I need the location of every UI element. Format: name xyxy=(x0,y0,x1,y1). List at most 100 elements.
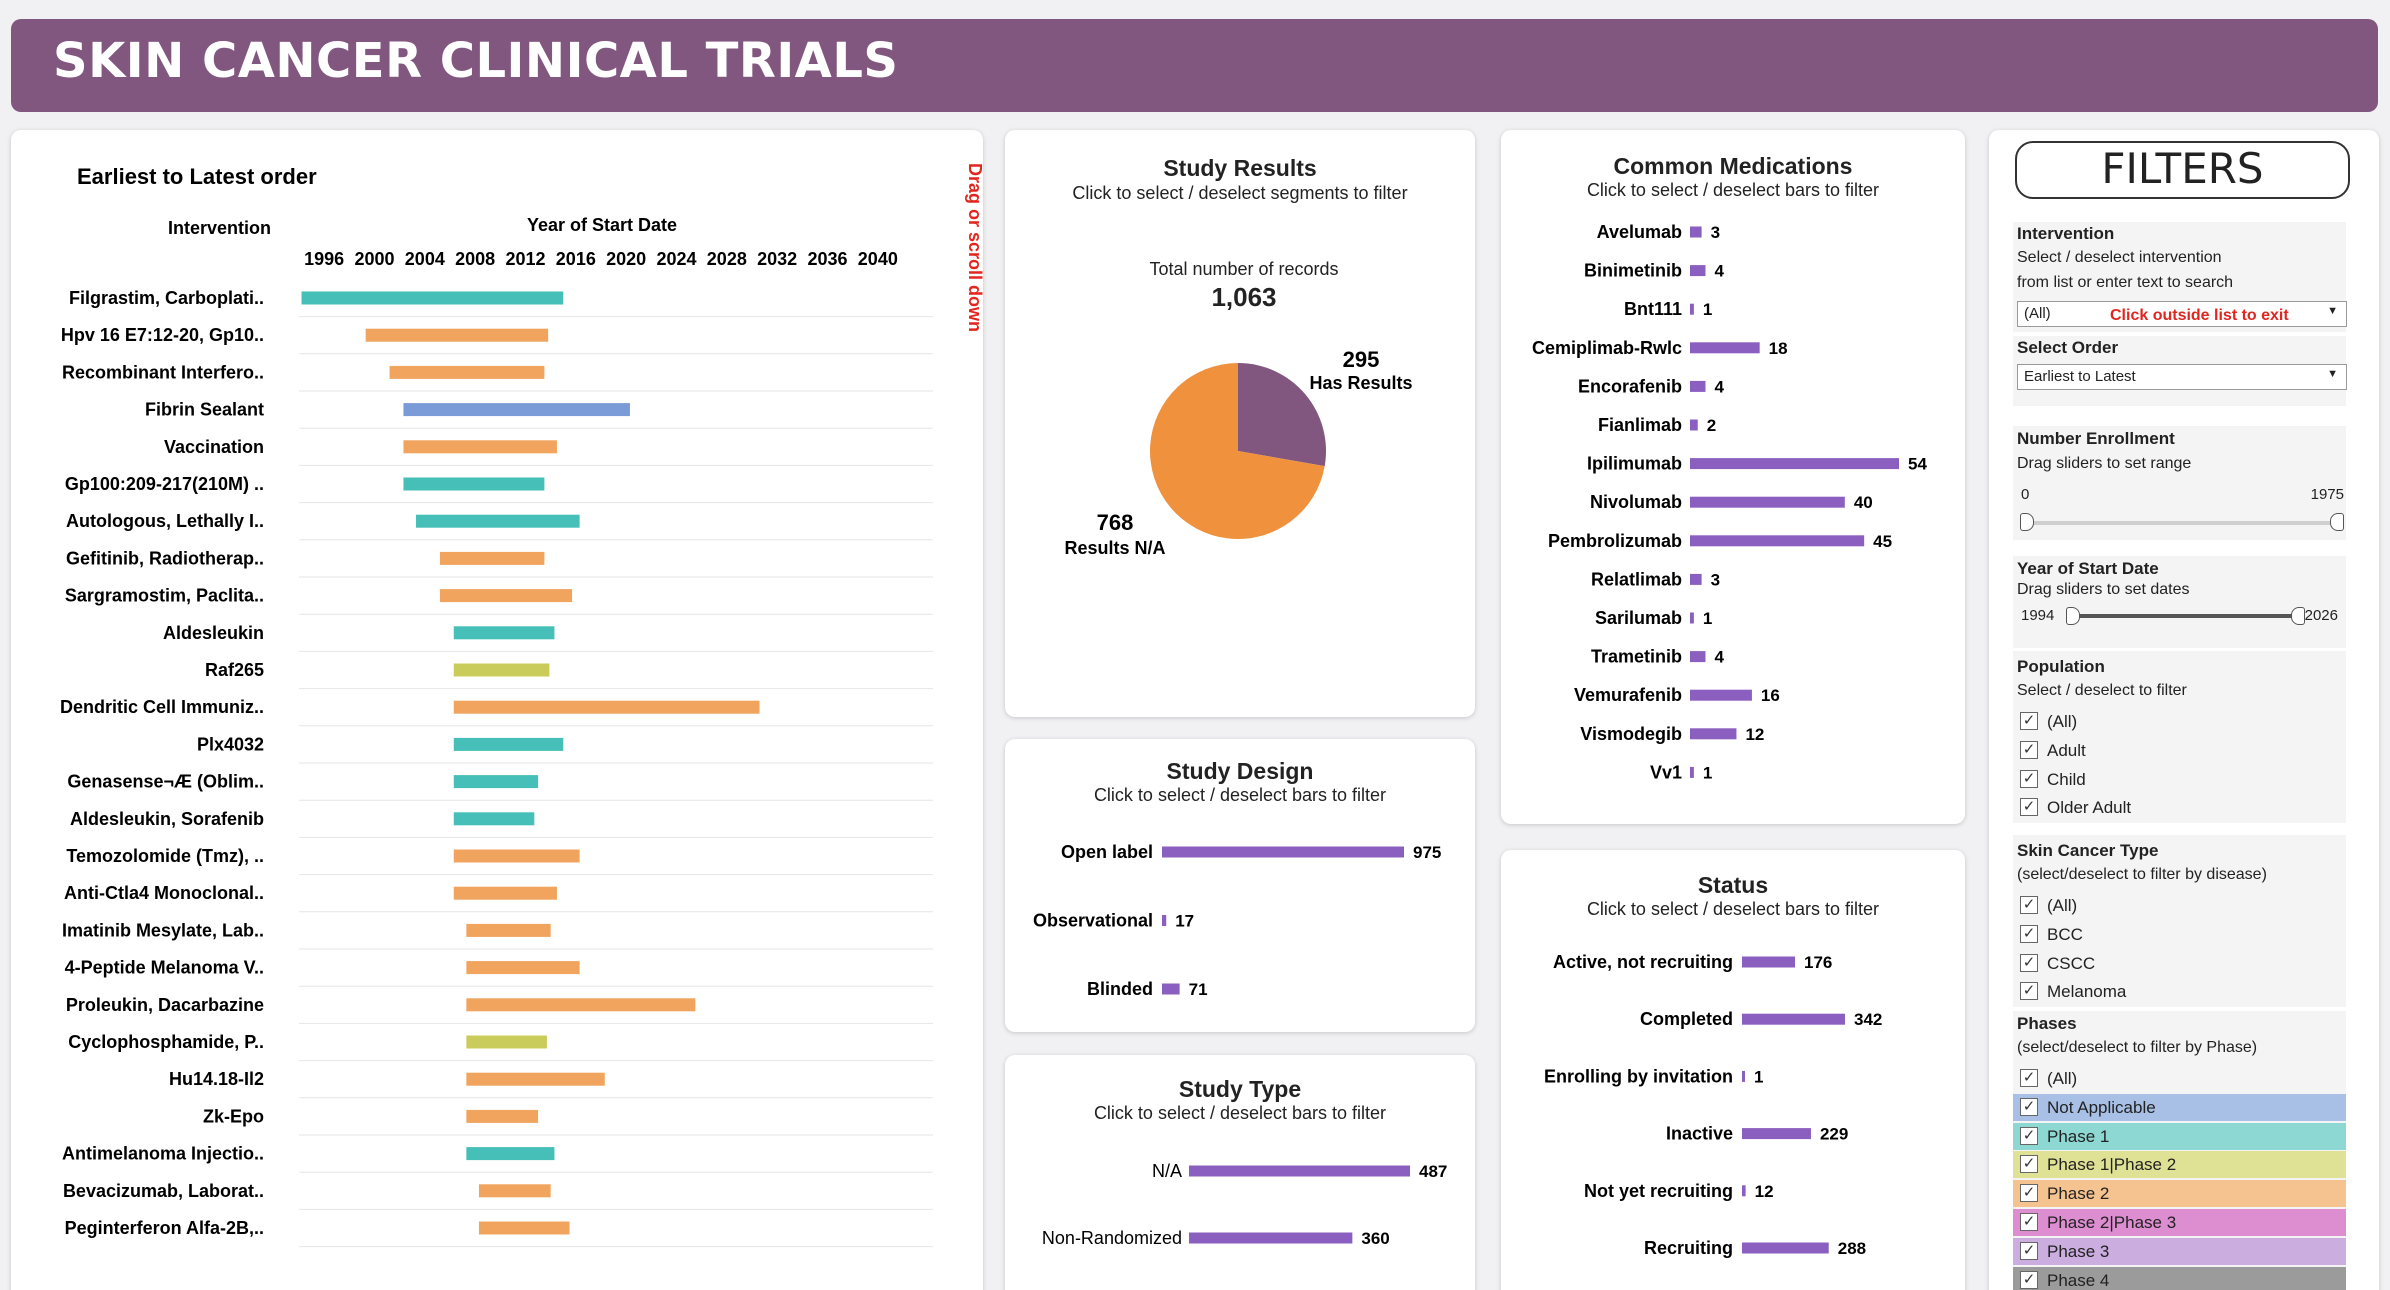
bar-recruiting[interactable] xyxy=(1742,1242,1829,1254)
bar-cemiplimab-rwlc[interactable] xyxy=(1690,342,1760,354)
category-label[interactable]: Not yet recruiting xyxy=(1584,1181,1733,1201)
intervention-label[interactable]: Peginterferon Alfa-2B,.. xyxy=(65,1218,264,1238)
timeline-bar-fibrin-sealant[interactable] xyxy=(403,403,630,417)
timeline-bar-antimelanoma-injectio[interactable] xyxy=(466,1147,555,1161)
checkbox-icon[interactable]: ✓ xyxy=(2020,1213,2038,1231)
timeline-bar-dendritic-cell-immuniz[interactable] xyxy=(453,700,760,714)
bar-ipilimumab[interactable] xyxy=(1690,458,1899,470)
timeline-bar-anti-ctla4-monoclonal[interactable] xyxy=(453,886,557,900)
bar-trametinib[interactable] xyxy=(1690,651,1706,663)
timeline-bar-4-peptide-melanoma-v[interactable] xyxy=(466,961,580,975)
category-label[interactable]: N/A xyxy=(1152,1161,1182,1181)
bar-blinded[interactable] xyxy=(1162,983,1180,995)
intervention-label[interactable]: Filgrastim, Carboplati.. xyxy=(69,288,264,308)
population-option-all[interactable]: ✓ (All) xyxy=(2013,708,2346,735)
category-label[interactable]: Active, not recruiting xyxy=(1553,952,1733,972)
checkbox-icon[interactable]: ✓ xyxy=(2020,1241,2038,1260)
bar-binimetinib[interactable] xyxy=(1690,265,1706,277)
timeline-bar-vaccination[interactable] xyxy=(403,440,557,454)
timeline-bar-recombinant-interfero[interactable] xyxy=(389,365,545,379)
intervention-label[interactable]: Sargramostim, Paclita.. xyxy=(65,586,264,606)
intervention-label[interactable]: Temozolomide (Tmz), .. xyxy=(66,846,264,866)
intervention-label[interactable]: Imatinib Mesylate, Lab.. xyxy=(62,920,264,940)
timeline-bar-gefitinib-radiotherap[interactable] xyxy=(439,551,545,565)
category-label[interactable]: Ipilimumab xyxy=(1587,454,1682,474)
bar-encorafenib[interactable] xyxy=(1690,380,1706,392)
medications-chart[interactable]: Avelumab 3 Binimetinib 4 Bnt111 1 Cemiplimab-R… xyxy=(1501,130,1965,824)
timeline-bar-hpv-16-e7-12-20-gp10[interactable] xyxy=(365,328,549,342)
category-label[interactable]: Fianlimab xyxy=(1598,415,1682,435)
checkbox-icon[interactable]: ✓ xyxy=(2020,712,2038,730)
bar-sarilumab[interactable] xyxy=(1690,612,1694,624)
year-slider-max-handle[interactable] xyxy=(2291,607,2305,625)
intervention-label[interactable]: Anti-Ctla4 Monoclonal.. xyxy=(64,883,264,903)
phase-option-not-applicable[interactable]: ✓ Not Applicable xyxy=(2013,1093,2346,1121)
intervention-label[interactable]: Vaccination xyxy=(164,437,264,457)
phase-option-phase-1-phase-2[interactable]: ✓ Phase 1|Phase 2 xyxy=(2013,1151,2346,1179)
cancer-type-option-all[interactable]: ✓ (All) xyxy=(2013,892,2346,919)
enrollment-slider-min-handle[interactable] xyxy=(2020,513,2034,531)
enrollment-slider-track[interactable] xyxy=(2027,521,2337,525)
category-label[interactable]: Pembrolizumab xyxy=(1548,531,1682,551)
intervention-label[interactable]: Autologous, Lethally I.. xyxy=(66,511,264,531)
phase-option-phase-2-phase-3[interactable]: ✓ Phase 2|Phase 3 xyxy=(2013,1209,2346,1236)
category-label[interactable]: Vemurafenib xyxy=(1574,685,1682,705)
bar-pembrolizumab[interactable] xyxy=(1690,535,1865,547)
bar-not-yet-recruiting[interactable] xyxy=(1742,1185,1746,1197)
timeline-bar-autologous-lethally-i[interactable] xyxy=(416,514,580,528)
phase-option-phase-3[interactable]: ✓ Phase 3 xyxy=(2013,1237,2346,1265)
category-label[interactable]: Trametinib xyxy=(1591,647,1682,667)
population-option-child[interactable]: ✓ Child xyxy=(2013,766,2346,793)
order-select[interactable]: Earliest to Latest ▼ xyxy=(2017,364,2347,390)
phase-option-all[interactable]: ✓ (All) xyxy=(2013,1065,2346,1092)
intervention-label[interactable]: Recombinant Interfero.. xyxy=(62,362,264,382)
category-label[interactable]: Avelumab xyxy=(1597,222,1682,242)
enrollment-slider-max-handle[interactable] xyxy=(2330,513,2344,531)
bar-enrolling-by-invitation[interactable] xyxy=(1742,1070,1745,1082)
category-label[interactable]: Non-Randomized xyxy=(1042,1228,1182,1248)
category-label[interactable]: Encorafenib xyxy=(1578,376,1682,396)
phase-option-phase-2[interactable]: ✓ Phase 2 xyxy=(2013,1180,2346,1208)
category-label[interactable]: Vv1 xyxy=(1650,762,1682,782)
checkbox-icon[interactable]: ✓ xyxy=(2020,1069,2038,1087)
study-results-pie[interactable]: 295 Has Results 768 Results N/A xyxy=(1005,130,1475,717)
timeline-bar-hu14-18-il2[interactable] xyxy=(466,1072,605,1086)
intervention-label[interactable]: Hpv 16 E7:12-20, Gp10.. xyxy=(61,325,264,345)
checkbox-icon[interactable]: ✓ xyxy=(2020,769,2038,788)
category-label[interactable]: Sarilumab xyxy=(1595,608,1682,628)
bar-fianlimab[interactable] xyxy=(1690,419,1698,431)
intervention-label[interactable]: 4-Peptide Melanoma V.. xyxy=(65,958,264,978)
intervention-label[interactable]: Genasense¬Æ (Oblim.. xyxy=(67,772,264,792)
category-label[interactable]: Open label xyxy=(1061,842,1153,862)
timeline-bar-aldesleukin[interactable] xyxy=(453,626,555,640)
timeline-bar-aldesleukin-sorafenib[interactable] xyxy=(453,812,535,826)
checkbox-icon[interactable]: ✓ xyxy=(2020,740,2038,759)
timeline-bar-raf265[interactable] xyxy=(453,663,550,677)
checkbox-icon[interactable]: ✓ xyxy=(2020,1097,2038,1116)
timeline-bar-bevacizumab-laborat[interactable] xyxy=(478,1184,551,1198)
timeline-bar-plx4032[interactable] xyxy=(453,737,564,751)
intervention-label[interactable]: Aldesleukin xyxy=(163,623,264,643)
pie-slice-has-results[interactable] xyxy=(1238,363,1326,467)
population-option-older-adult[interactable]: ✓ Older Adult xyxy=(2013,794,2346,821)
category-label[interactable]: Relatlimab xyxy=(1591,569,1682,589)
intervention-label[interactable]: Gefitinib, Radiotherap.. xyxy=(66,548,264,568)
bar-n-a[interactable] xyxy=(1189,1165,1410,1177)
timeline-bar-temozolomide-tmz[interactable] xyxy=(453,849,580,863)
intervention-label[interactable]: Aldesleukin, Sorafenib xyxy=(70,809,264,829)
checkbox-icon[interactable]: ✓ xyxy=(2020,1270,2038,1289)
intervention-label[interactable]: Bevacizumab, Laborat.. xyxy=(63,1181,264,1201)
bar-relatlimab[interactable] xyxy=(1690,573,1702,585)
category-label[interactable]: Blinded xyxy=(1087,979,1153,999)
timeline-bar-filgrastim-carboplati[interactable] xyxy=(301,291,564,305)
study-type-chart[interactable]: N/A 487 Non-Randomized 360 xyxy=(1005,1055,1475,1290)
bar-inactive[interactable] xyxy=(1742,1128,1811,1140)
bar-non-randomized[interactable] xyxy=(1189,1232,1353,1244)
category-label[interactable]: Nivolumab xyxy=(1590,492,1682,512)
intervention-label[interactable]: Dendritic Cell Immuniz.. xyxy=(60,697,264,717)
timeline-chart[interactable]: Earliest to Latest order Intervention Ye… xyxy=(11,130,983,1290)
timeline-bar-cyclophosphamide-p[interactable] xyxy=(466,1035,547,1049)
timeline-bar-gp100-209-217-210m[interactable] xyxy=(403,477,545,491)
checkbox-icon[interactable]: ✓ xyxy=(2020,953,2038,972)
intervention-label[interactable]: Raf265 xyxy=(205,660,264,680)
